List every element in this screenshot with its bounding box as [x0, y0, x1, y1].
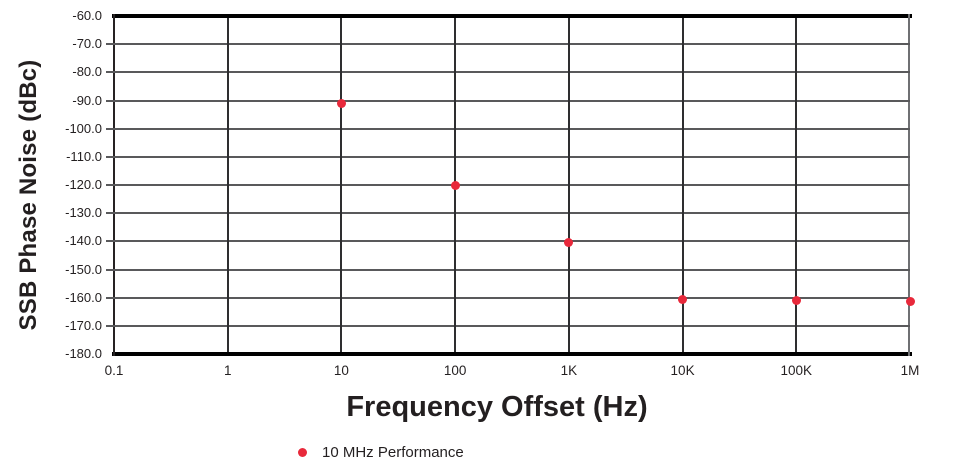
x-tick-label: 100	[443, 363, 467, 378]
v-gridline	[567, 18, 570, 352]
y-tick-label: -120.0	[65, 177, 102, 192]
h-gridline	[106, 240, 910, 243]
h-gridline	[106, 296, 910, 299]
x-axis-title: Frequency Offset (Hz)	[346, 391, 648, 423]
x-tick-label: 1	[223, 363, 232, 378]
y-tick-label: -180.0	[65, 346, 102, 361]
data-point	[564, 238, 574, 248]
x-tick-label: 10	[333, 363, 349, 378]
plot-border-top	[112, 14, 912, 18]
data-point	[450, 180, 460, 190]
data-point	[905, 297, 915, 307]
x-tick-label: 1K	[560, 363, 578, 378]
legend: 10 MHz Performance	[298, 444, 464, 461]
h-gridline	[106, 184, 910, 186]
legend-marker-dot	[298, 448, 307, 457]
v-gridline	[340, 18, 343, 352]
y-tick-label: -80.0	[72, 64, 102, 80]
h-gridline	[106, 324, 910, 327]
v-gridline	[226, 18, 229, 352]
y-tick-label: -150.0	[65, 261, 102, 277]
h-gridline	[106, 99, 910, 102]
y-tick-label: -90.0	[72, 92, 102, 108]
h-gridline	[106, 268, 910, 271]
v-gridline	[681, 18, 684, 352]
h-gridline	[106, 155, 910, 158]
h-gridline	[106, 43, 910, 46]
y-tick-label: -110.0	[66, 148, 102, 164]
legend-label: 10 MHz Performance	[322, 444, 464, 461]
x-tick-label: 100K	[780, 363, 813, 378]
v-gridline	[795, 18, 798, 352]
data-point	[678, 294, 688, 304]
plot-border-bottom	[112, 352, 912, 356]
h-gridline	[106, 71, 910, 74]
data-point	[791, 295, 801, 305]
h-gridline	[106, 212, 910, 215]
x-tick-label: 10K	[670, 363, 695, 378]
data-point	[336, 98, 346, 108]
y-tick-label: -170.0	[65, 317, 102, 333]
y-tick-label: -70.0	[72, 36, 102, 52]
y-tick-label: -140.0	[65, 233, 102, 249]
y-tick-label: -160.0	[65, 289, 102, 305]
y-tick-label: -100.0	[65, 120, 102, 136]
y-tick-label: -60.0	[72, 8, 102, 23]
x-tick-label: 0.1	[104, 363, 124, 378]
x-tick-label: 1M	[900, 363, 920, 378]
y-tick-label: -130.0	[65, 205, 102, 221]
h-gridline	[106, 127, 910, 130]
